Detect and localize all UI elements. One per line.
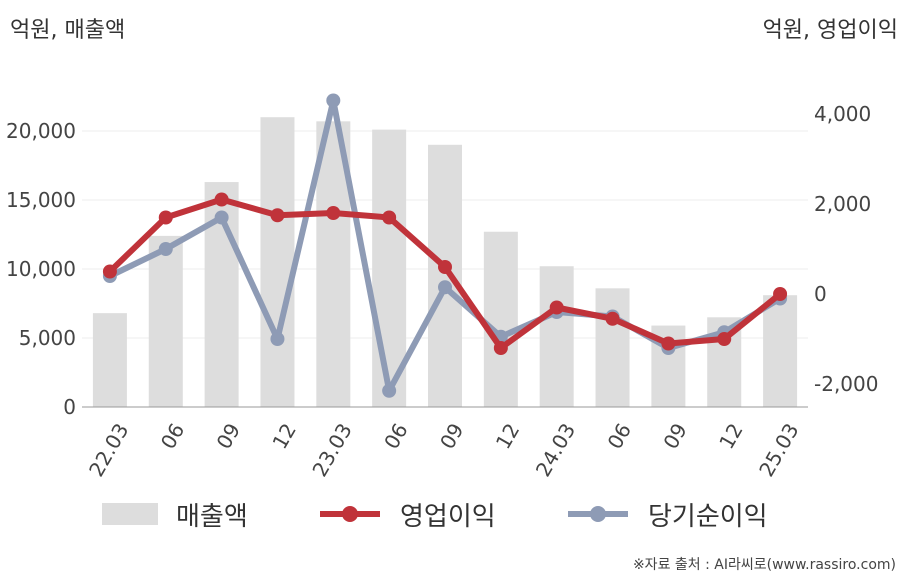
- right-axis-unit-label: 억원, 영업이익: [762, 18, 898, 43]
- bar-매출액: [428, 144, 462, 408]
- point-영업이익: [661, 336, 676, 351]
- point-영업이익: [493, 341, 508, 355]
- left-tick-label: 10,000: [6, 257, 76, 281]
- left-tick-label: 0: [63, 395, 76, 419]
- bar-매출액: [483, 231, 518, 407]
- left-tick-label: 15,000: [6, 188, 76, 212]
- legend-label-net-income: 당기순이익: [648, 501, 768, 532]
- x-tick-label: 06: [379, 419, 413, 453]
- right-tick-label: 4,000: [814, 102, 871, 126]
- point-영업이익: [214, 192, 229, 207]
- point-영업이익: [438, 260, 452, 274]
- point-당기순이익: [158, 242, 173, 256]
- legend-item-revenue: 매출액: [102, 494, 248, 534]
- legend-item-net-income: 당기순이익: [566, 494, 768, 534]
- bar-매출액: [372, 129, 407, 407]
- legend-item-operating-profit: 영업이익: [318, 494, 496, 534]
- x-tick-label: 09: [658, 419, 692, 453]
- point-영업이익: [326, 206, 341, 220]
- x-tick-label: 09: [435, 419, 469, 453]
- right-tick-label: 2,000: [814, 192, 871, 216]
- legend-swatch-line-red: [320, 506, 380, 522]
- x-tick-label: 23.03: [307, 419, 356, 481]
- x-tick-label: 22.03: [84, 419, 133, 481]
- point-영업이익: [717, 332, 732, 346]
- point-당기순이익: [270, 332, 285, 346]
- point-영업이익: [605, 311, 620, 326]
- x-tick-label: 12: [267, 419, 301, 453]
- x-tick-label: 25.03: [754, 419, 803, 481]
- x-tick-label: 24.03: [531, 419, 580, 481]
- point-당기순이익: [326, 93, 341, 108]
- point-영업이익: [773, 287, 788, 301]
- bar-매출액: [148, 235, 183, 407]
- financial-chart: 0 5,000 10,000 15,000 20,000 -2,000 0 2,000 4,00…: [6, 93, 878, 481]
- point-영업이익: [270, 208, 285, 223]
- point-당기순이익: [438, 280, 452, 295]
- left-tick-label: 5,000: [19, 326, 76, 350]
- legend-swatch-line-blue: [568, 506, 628, 522]
- right-tick-label: 0: [814, 282, 827, 306]
- point-영업이익: [102, 264, 117, 279]
- x-tick-label: 06: [603, 419, 637, 453]
- point-영업이익: [382, 210, 397, 225]
- left-axis-unit-label: 억원, 매출액: [10, 18, 126, 43]
- bar-매출액: [92, 313, 127, 407]
- legend-label-operating-profit: 영업이익: [400, 501, 496, 532]
- point-당기순이익: [214, 210, 229, 225]
- legend-label-revenue: 매출액: [176, 501, 248, 532]
- left-tick-label: 20,000: [6, 119, 76, 143]
- bar-매출액: [595, 288, 630, 407]
- point-영업이익: [549, 300, 564, 315]
- bar-매출액: [763, 295, 798, 407]
- bar-매출액: [539, 266, 574, 407]
- right-tick-label: -2,000: [814, 372, 878, 396]
- point-당기순이익: [382, 383, 397, 398]
- bar-매출액: [260, 117, 295, 407]
- source-note: ※자료 출처 : AI라씨로(www.rassiro.com): [632, 557, 896, 573]
- x-tick-label: 09: [212, 419, 246, 453]
- legend-swatch-bar: [102, 503, 158, 525]
- x-tick-label: 12: [714, 419, 748, 453]
- point-영업이익: [158, 210, 173, 225]
- x-tick-label: 12: [491, 419, 525, 453]
- chart-legend: 매출액 영업이익 당기순이익: [0, 494, 908, 534]
- x-tick-label: 06: [156, 419, 190, 453]
